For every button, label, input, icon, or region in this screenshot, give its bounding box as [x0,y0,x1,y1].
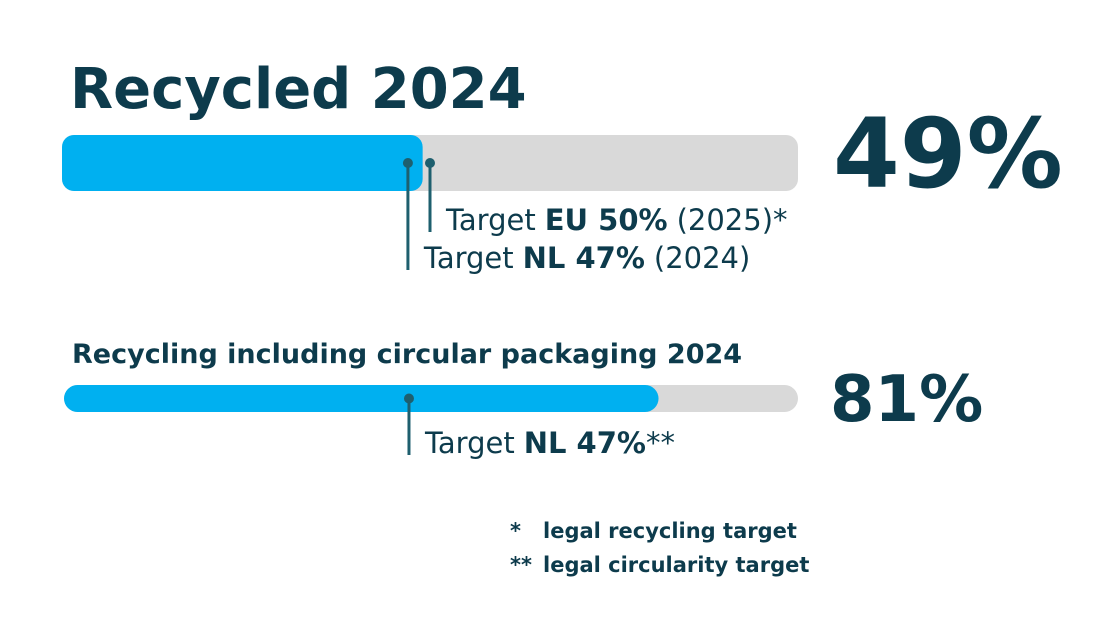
footnote: ** legal circularity target [510,553,809,577]
target-suffix: ** [646,426,675,460]
target-suffix: (2024) [654,241,750,275]
target-prefix: Target [423,241,514,275]
target-label: Target NL 47%** [424,426,675,460]
value-label: 49% [833,98,1063,210]
target-prefix: Target [445,203,536,237]
target-label: Target NL 47% (2024) [423,241,750,275]
target-dot [425,158,435,168]
target-name: NL 47% [524,426,646,460]
footnote-text: legal circularity target [543,553,809,577]
footnote-text: legal recycling target [543,519,797,543]
target-label: Target EU 50% (2025)* [445,203,788,237]
target-dot [402,158,413,168]
target-name: EU 50% [545,203,668,237]
target-name: NL 47% [523,241,645,275]
footnote-mark: ** [510,553,532,577]
chart-title: Recycling including circular packaging 2… [72,339,742,370]
chart-title: Recycled 2024 [70,57,527,122]
footnote-mark: * [510,519,521,543]
target-dot [403,393,414,404]
footnote: * legal recycling target [510,519,797,543]
target-suffix: (2025)* [677,203,788,237]
value-label: 81% [830,363,983,437]
target-prefix: Target [424,426,515,460]
bar-fill [64,385,659,412]
bar-fill [62,135,423,191]
